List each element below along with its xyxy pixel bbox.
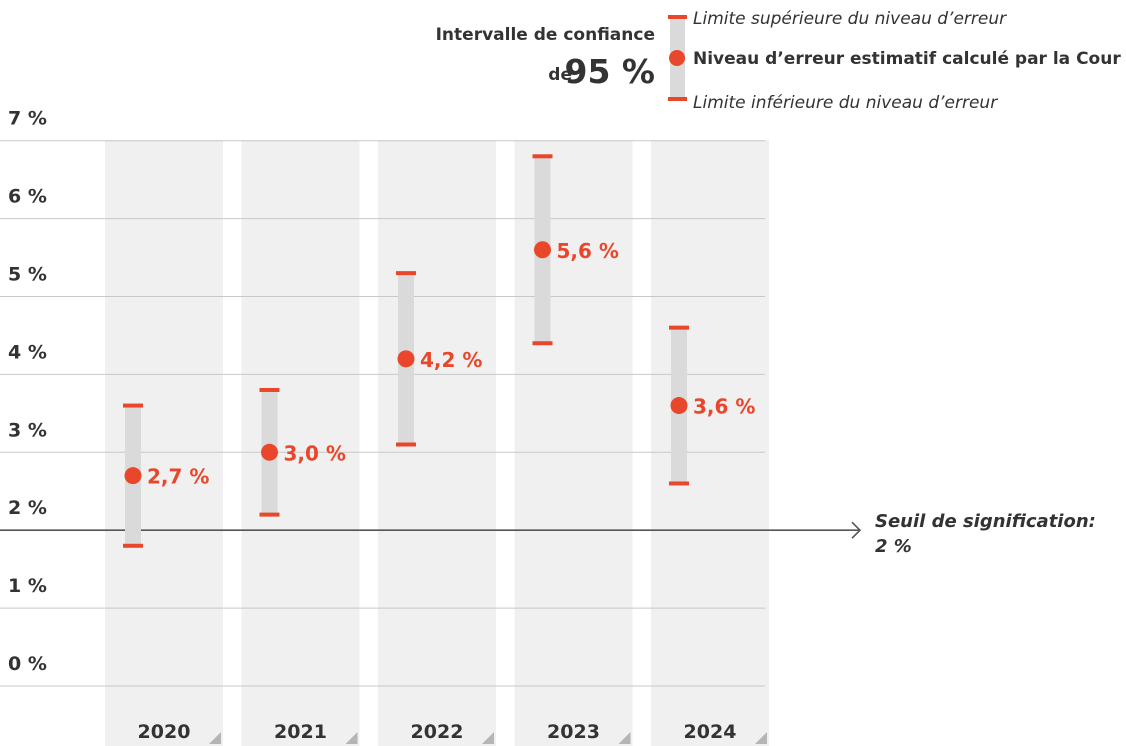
- threshold-label: Seuil de signification:: [875, 511, 1096, 532]
- upper-limit-marker: [669, 325, 689, 330]
- year-column: [651, 140, 769, 746]
- upper-limit-marker: [259, 387, 280, 392]
- data-label: 5,6 %: [557, 239, 619, 263]
- error-rate-point: [397, 350, 415, 368]
- lower-limit-marker: [259, 512, 280, 517]
- corner-fold-icon: [482, 732, 494, 744]
- y-tick-label: 6 %: [8, 186, 47, 208]
- gridlines: [0, 140, 765, 687]
- legend-upper-marker: [668, 15, 687, 19]
- error-rate-point: [124, 467, 142, 485]
- legend-upper-label: Limite supérieure du niveau d’erreur: [693, 9, 1007, 29]
- legend-lower-label: Limite inférieure du niveau d’erreur: [693, 93, 998, 113]
- y-tick-label: 1 %: [8, 575, 47, 597]
- x-tick-label: 2022: [411, 721, 464, 743]
- x-tick-label: 2021: [274, 721, 327, 743]
- corner-fold-icon: [755, 732, 767, 744]
- upper-limit-marker: [123, 403, 143, 408]
- threshold-group: Seuil de signification: 2 %: [0, 511, 1096, 557]
- upper-limit-marker: [532, 154, 553, 159]
- lower-limit-marker: [396, 442, 416, 447]
- x-axis-ticks: 2020 2021 2022 2023 2024: [138, 721, 737, 743]
- x-tick-label: 2023: [547, 721, 600, 743]
- legend-title-value: 95 %: [565, 52, 655, 91]
- error-rate-point: [670, 397, 688, 415]
- y-tick-label: 4 %: [8, 341, 47, 363]
- lower-limit-marker: [532, 341, 553, 346]
- legend-title: Intervalle de confiance: [436, 25, 655, 45]
- y-axis-ticks: 0 % 1 % 2 % 3 % 4 % 5 % 6 % 7 %: [8, 108, 47, 675]
- lower-limit-marker: [123, 543, 143, 548]
- corner-fold-icon: [618, 732, 631, 744]
- data-label: 2,7 %: [147, 465, 209, 489]
- data-label: 3,6 %: [693, 395, 755, 419]
- year-columns: [105, 140, 769, 746]
- error-rate-point: [261, 443, 278, 461]
- threshold-value-label: 2 %: [875, 536, 912, 557]
- year-column: [241, 140, 360, 746]
- x-tick-label: 2024: [684, 721, 737, 743]
- data-label: 3,0 %: [284, 441, 346, 465]
- data-label: 4,2 %: [420, 348, 482, 372]
- year-column: [514, 140, 633, 746]
- x-tick-label: 2020: [138, 721, 191, 743]
- legend-title-prefix: de: [548, 65, 572, 85]
- upper-limit-marker: [396, 271, 416, 276]
- corner-fold-icon: [209, 732, 221, 744]
- y-tick-label: 0 %: [8, 653, 47, 675]
- year-column: [378, 140, 496, 746]
- corner-fold-icon: [345, 732, 358, 744]
- threshold-arrow-icon: [851, 521, 862, 539]
- legend-estimate-label: Niveau d’erreur estimatif calculé par la…: [693, 49, 1121, 69]
- y-tick-label: 2 %: [8, 497, 47, 519]
- year-column: [105, 140, 223, 746]
- lower-limit-marker: [669, 481, 689, 486]
- error-rate-point: [534, 241, 551, 259]
- y-tick-label: 7 %: [8, 108, 47, 130]
- y-tick-label: 3 %: [8, 419, 47, 441]
- legend: Intervalle de confiance de 95 % Limite s…: [436, 9, 1122, 113]
- legend-estimate-marker: [669, 50, 685, 66]
- legend-lower-marker: [668, 97, 687, 101]
- y-tick-label: 5 %: [8, 264, 47, 286]
- error-series: 2,7 % 3,0 % 4,2 % 5,6 % 3,6 %: [123, 154, 755, 548]
